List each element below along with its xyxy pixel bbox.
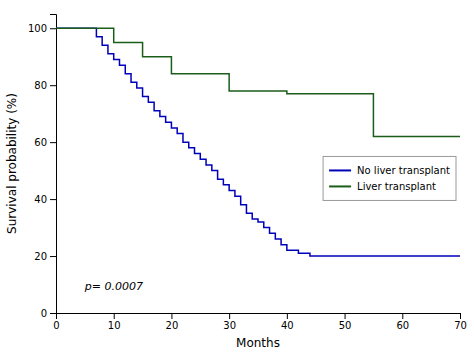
tick: 20	[34, 251, 56, 262]
y-axis-title: Survival probability (%)	[5, 93, 19, 234]
tick-label: 30	[223, 320, 236, 331]
tick-label: 100	[28, 23, 47, 34]
tick: 0	[53, 313, 59, 331]
legend-box	[323, 156, 456, 200]
tick: 60	[34, 137, 56, 148]
tick-label: 40	[34, 194, 47, 205]
tick: 40	[281, 313, 294, 331]
axis-line	[50, 15, 57, 314]
axis-line	[57, 314, 461, 320]
tick: 100	[28, 23, 56, 34]
tick: 60	[396, 313, 409, 331]
tick-label: 0	[53, 320, 59, 331]
tick: 10	[108, 313, 121, 331]
tick: 0	[41, 308, 56, 319]
tick-label: 10	[108, 320, 121, 331]
tick-mark	[50, 28, 56, 29]
x-axis: 0 10 20 30 40 50 60 70	[53, 313, 467, 331]
tick-mark	[345, 313, 346, 319]
tick-mark	[50, 313, 56, 314]
y-axis: 0 20 40 60 80 100	[28, 15, 57, 319]
tick-mark	[50, 142, 56, 143]
tick-mark	[114, 313, 115, 319]
tick-mark	[50, 199, 56, 200]
tick: 20	[166, 313, 179, 331]
legend-label: Liver transplant	[357, 181, 436, 192]
tick-label: 50	[339, 320, 352, 331]
series-line	[56, 28, 460, 256]
tick: 50	[339, 313, 352, 331]
plot-area	[56, 28, 460, 256]
tick-label: 70	[454, 320, 467, 331]
tick: 70	[454, 313, 467, 331]
tick-mark	[171, 313, 172, 319]
chart: 0 10 20 30 40 50 60 70 0 20 40 60 80 100 Months Surviva…	[0, 0, 474, 355]
tick-mark	[460, 313, 461, 319]
legend-swatch	[329, 185, 351, 187]
x-axis-title: Months	[236, 336, 280, 350]
tick: 80	[34, 80, 56, 91]
tick-label: 20	[166, 320, 179, 331]
tick-label: 60	[396, 320, 409, 331]
tick-mark	[229, 313, 230, 319]
tick-mark	[287, 313, 288, 319]
series-line	[56, 28, 460, 136]
legend-swatch	[329, 169, 351, 171]
tick-mark	[50, 256, 56, 257]
tick-label: 80	[34, 80, 47, 91]
tick: 40	[34, 194, 56, 205]
tick-mark	[402, 313, 403, 319]
tick-label: 40	[281, 320, 294, 331]
tick-label: 0	[41, 308, 47, 319]
tick-label: 60	[34, 137, 47, 148]
tick-label: 20	[34, 251, 47, 262]
legend-label: No liver transplant	[357, 165, 450, 176]
tick: 30	[223, 313, 236, 331]
annotation: p= 0.0007	[84, 280, 143, 293]
legend: No liver transplant Liver transplant	[323, 156, 456, 200]
tick-mark	[50, 85, 56, 86]
